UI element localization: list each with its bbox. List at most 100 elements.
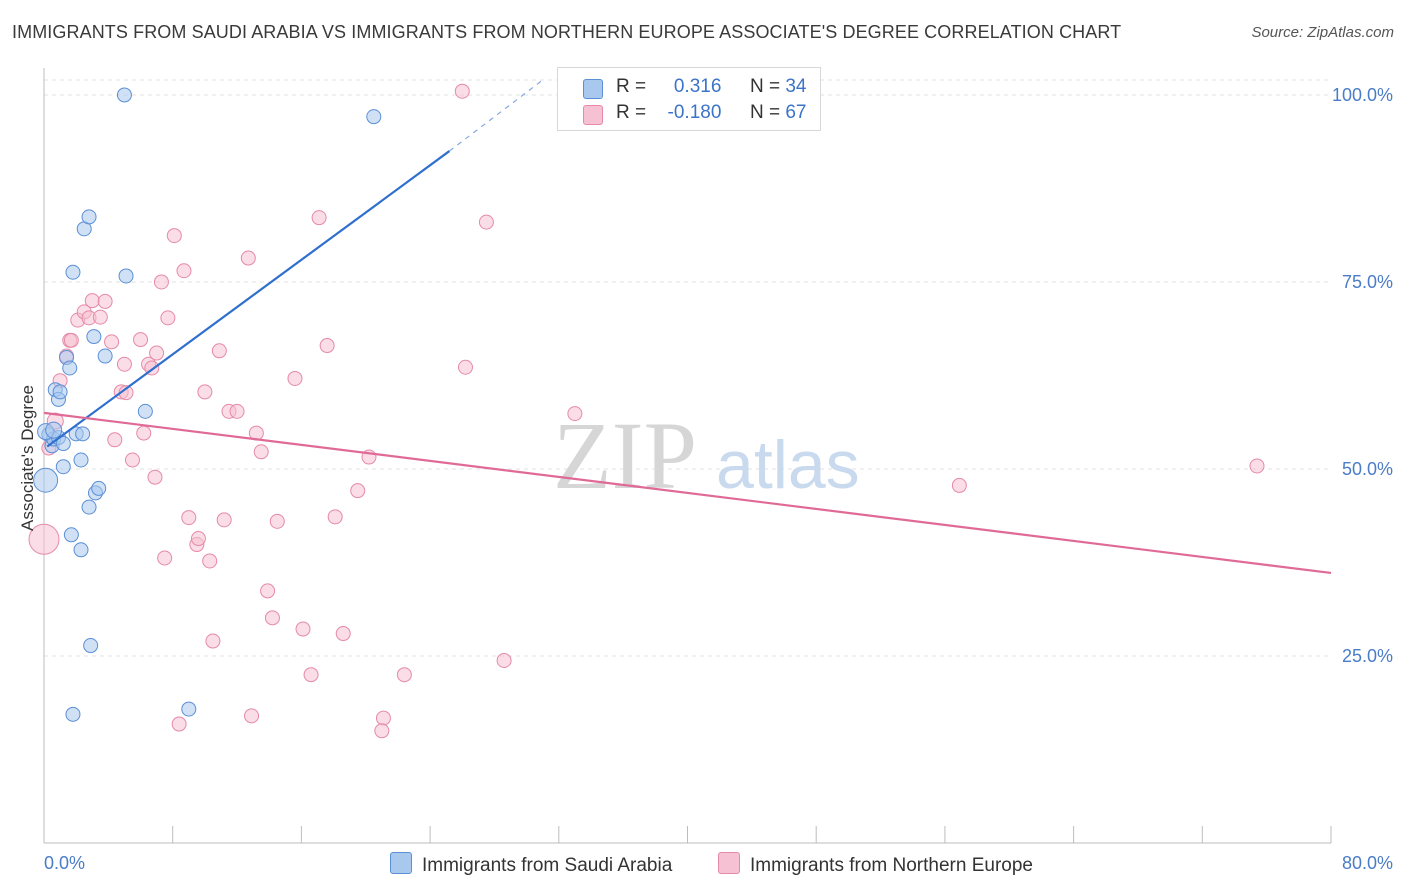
data-point-northern-europe	[171, 716, 187, 732]
data-point-northern-europe	[327, 509, 343, 525]
y-axis-label: Associate's Degree	[18, 385, 37, 531]
trend-lines	[43, 79, 1332, 575]
data-point-northern-europe	[147, 469, 163, 485]
data-point-northern-europe	[211, 343, 227, 359]
data-point-northern-europe	[133, 332, 149, 348]
data-point-northern-europe	[264, 610, 280, 626]
data-point-northern-europe	[92, 309, 108, 325]
data-point-saudi-arabia	[366, 109, 382, 125]
legend-swatch-blue	[390, 852, 412, 874]
data-point-saudi-arabia	[137, 403, 153, 419]
data-point-northern-europe	[287, 370, 303, 386]
data-point-northern-europe	[295, 621, 311, 637]
data-point-northern-europe	[28, 523, 60, 555]
data-point-northern-europe	[176, 263, 192, 279]
data-point-saudi-arabia	[75, 426, 91, 442]
series-northern-europe-points	[28, 83, 1265, 739]
data-point-northern-europe	[107, 432, 123, 448]
data-point-northern-europe	[303, 667, 319, 683]
data-point-northern-europe	[160, 310, 176, 326]
data-point-northern-europe	[136, 425, 152, 441]
data-point-northern-europe	[244, 708, 260, 724]
data-point-northern-europe	[567, 406, 583, 422]
r-value-saudi: 0.316	[673, 76, 722, 97]
data-point-saudi-arabia	[73, 542, 89, 558]
data-point-saudi-arabia	[73, 452, 89, 468]
y-tick-label: 100.0%	[1332, 85, 1393, 105]
y-tick-label: 75.0%	[1342, 272, 1393, 292]
r-label: R =	[616, 76, 647, 97]
data-point-northern-europe	[253, 444, 269, 460]
data-point-northern-europe	[166, 228, 182, 244]
watermark-atlas: atlas	[716, 427, 860, 503]
data-point-northern-europe	[350, 483, 366, 499]
data-point-northern-europe	[153, 274, 169, 290]
legend-item-northern-europe: Immigrants from Northern Europe	[718, 852, 1033, 876]
data-point-saudi-arabia	[62, 360, 78, 376]
data-point-northern-europe	[97, 293, 113, 309]
data-point-northern-europe	[229, 403, 245, 419]
legend-swatch-pink	[583, 105, 603, 125]
data-point-northern-europe	[181, 510, 197, 526]
data-point-northern-europe	[269, 513, 285, 529]
y-tick-label: 50.0%	[1342, 459, 1393, 479]
data-point-saudi-arabia	[45, 421, 63, 439]
data-point-northern-europe	[457, 359, 473, 375]
data-point-northern-europe	[951, 477, 967, 493]
data-point-saudi-arabia	[83, 638, 99, 654]
data-point-northern-europe	[216, 512, 232, 528]
data-point-northern-europe	[63, 332, 79, 348]
data-point-saudi-arabia	[91, 480, 107, 496]
x-tick-label-max: 80.0%	[1342, 853, 1393, 873]
watermark: ZIP atlas	[553, 402, 860, 509]
data-point-northern-europe	[197, 384, 213, 400]
data-point-northern-europe	[319, 338, 335, 354]
data-point-northern-europe	[84, 293, 100, 309]
data-point-saudi-arabia	[81, 499, 97, 515]
data-point-northern-europe	[124, 452, 140, 468]
n-value-northern-europe: 67	[785, 102, 807, 123]
data-point-saudi-arabia	[65, 264, 81, 280]
n-value-saudi: 34	[785, 76, 807, 97]
data-point-northern-europe	[496, 652, 512, 668]
data-point-saudi-arabia	[181, 701, 197, 717]
r-label: R =	[616, 102, 647, 123]
data-point-saudi-arabia	[65, 706, 81, 722]
data-point-saudi-arabia	[81, 209, 97, 225]
data-point-saudi-arabia	[118, 268, 134, 284]
data-point-northern-europe	[157, 550, 173, 566]
data-point-saudi-arabia	[86, 329, 102, 345]
legend-swatch-pink	[718, 852, 740, 874]
tick-labels: 25.0% 50.0% 75.0% 100.0% 0.0% 80.0%	[44, 85, 1393, 873]
data-point-northern-europe	[205, 633, 221, 649]
legend-label-northern-europe: Immigrants from Northern Europe	[750, 855, 1033, 876]
source-label: Source: ZipAtlas.com	[1251, 24, 1394, 41]
data-point-northern-europe	[374, 723, 390, 739]
data-point-northern-europe	[335, 626, 351, 642]
legend-label-saudi: Immigrants from Saudi Arabia	[422, 855, 673, 876]
n-label: N =	[749, 102, 781, 123]
series-saudi-arabia-points	[33, 87, 382, 722]
data-point-northern-europe	[311, 210, 327, 226]
x-tick-label-min: 0.0%	[44, 853, 85, 873]
data-point-saudi-arabia	[33, 467, 59, 493]
legend-item-saudi: Immigrants from Saudi Arabia	[390, 852, 672, 876]
data-point-saudi-arabia	[55, 436, 71, 452]
data-point-northern-europe	[1249, 458, 1265, 474]
chart-title: IMMIGRANTS FROM SAUDI ARABIA VS IMMIGRAN…	[12, 22, 1122, 42]
r-value-northern-europe: -0.180	[667, 102, 722, 123]
data-point-northern-europe	[202, 553, 218, 569]
data-point-northern-europe	[375, 710, 391, 726]
data-point-northern-europe	[116, 356, 132, 372]
data-point-northern-europe	[478, 214, 494, 230]
data-point-northern-europe	[454, 83, 470, 99]
y-tick-label: 25.0%	[1342, 646, 1393, 666]
n-label: N =	[749, 76, 781, 97]
data-point-saudi-arabia	[52, 384, 68, 400]
correlation-legend: R = 0.316 N = 34 R = -0.180 N = 67	[557, 67, 821, 131]
data-point-saudi-arabia	[97, 348, 113, 364]
data-point-northern-europe	[104, 334, 120, 350]
trend-line-saudi-arabia	[46, 150, 451, 448]
legend-swatch-blue	[583, 79, 603, 99]
